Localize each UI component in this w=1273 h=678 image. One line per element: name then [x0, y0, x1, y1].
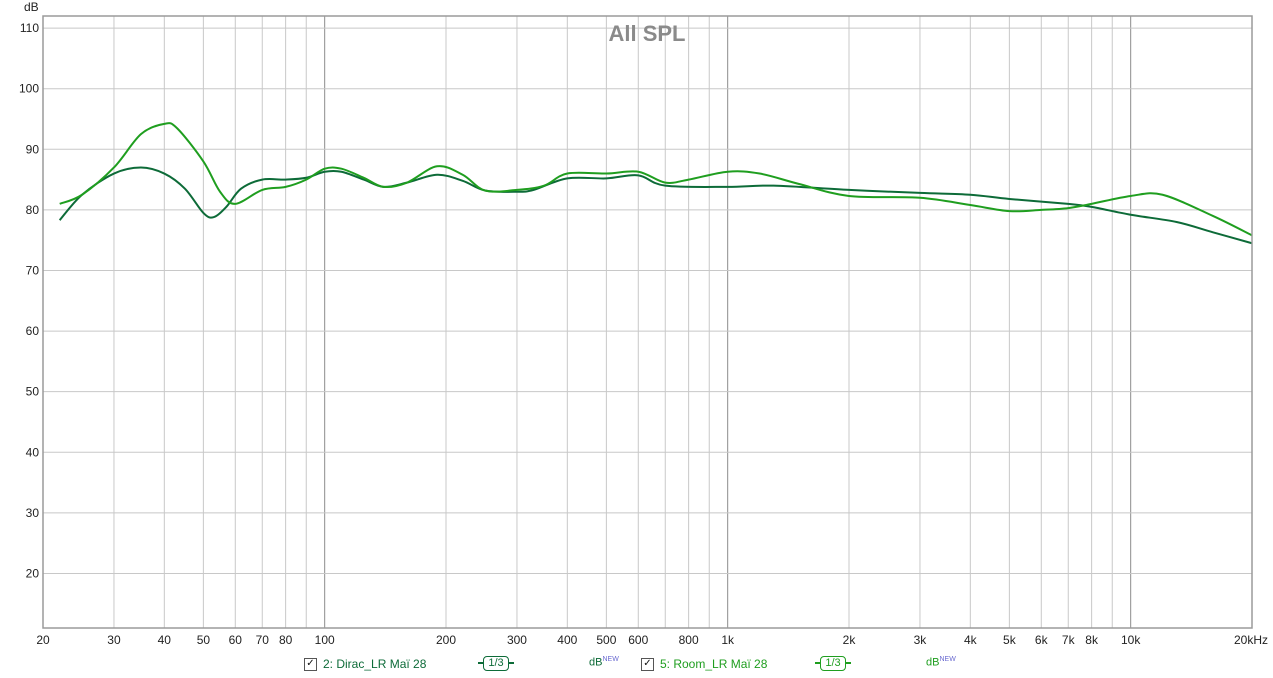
- smoothing-badge-room[interactable]: 1/3: [815, 655, 851, 671]
- x-tick-labels: 20 30 40 50 60 70 80 100 200 300 400 500 600 800 1k 2k 3…: [36, 633, 1268, 647]
- x-tick-label: 100: [315, 633, 335, 647]
- y-tick-label: 70: [26, 263, 40, 277]
- y-tick-label: 30: [26, 506, 40, 520]
- unit-sup-room: NEW: [939, 656, 956, 663]
- x-tick-label: 20: [36, 633, 50, 647]
- x-tick-label: 500: [596, 633, 616, 647]
- series-group: [58, 122, 1253, 245]
- x-tick-label: 70: [256, 633, 270, 647]
- unit-label-dirac[interactable]: dBNEW: [589, 656, 619, 669]
- x-tick-label: 8k: [1085, 633, 1099, 647]
- y-axis-unit: dB: [24, 0, 39, 14]
- smoothing-value-dirac: 1/3: [483, 655, 509, 671]
- legend-item-dirac[interactable]: ✓ 2: Dirac_LR Maï 28: [304, 654, 426, 674]
- smoothing-value-room: 1/3: [820, 655, 846, 671]
- y-tick-label: 60: [26, 324, 40, 338]
- x-tick-label: 3k: [914, 633, 928, 647]
- smoothing-badge-dirac[interactable]: 1/3: [478, 655, 514, 671]
- x-tick-label: 800: [679, 633, 699, 647]
- legend-label-room: 5: Room_LR Maï 28: [660, 657, 768, 671]
- plot-frame: [42, 15, 1253, 629]
- x-tick-label: 400: [557, 633, 577, 647]
- y-tick-label: 40: [26, 445, 40, 459]
- legend-label-dirac: 2: Dirac_LR Maï 28: [323, 657, 427, 671]
- plot-background: [43, 16, 1252, 628]
- y-tick-label: 50: [26, 385, 40, 399]
- grid-lines: [43, 16, 1252, 628]
- x-tick-label: 600: [628, 633, 648, 647]
- x-tick-label: 60: [229, 633, 243, 647]
- x-tick-label: 2k: [843, 633, 857, 647]
- y-tick-label: 90: [26, 142, 40, 156]
- x-tick-label: 200: [436, 633, 456, 647]
- series-line-dirac: [58, 166, 1253, 245]
- legend: ✓ 2: Dirac_LR Maï 28 1/3 dBNEW ✓ 5: Room…: [0, 654, 1273, 674]
- unit-text-dirac: dB: [589, 656, 603, 669]
- y-tick-label: 100: [19, 82, 39, 96]
- x-tick-label: 6k: [1035, 633, 1049, 647]
- x-tick-label: 7k: [1062, 633, 1076, 647]
- checkbox-dirac[interactable]: ✓: [304, 657, 317, 671]
- x-tick-label: 80: [279, 633, 293, 647]
- y-tick-label: 110: [20, 21, 39, 35]
- x-tick-label: 30: [107, 633, 121, 647]
- x-tick-label: 10k: [1121, 633, 1141, 647]
- x-tick-label: 4k: [964, 633, 978, 647]
- series-line-room: [59, 122, 1253, 237]
- x-tick-label: 40: [158, 633, 172, 647]
- spl-chart: 20 30 40 50 60 70 80 90 100 110 20 30 40 50 60 70 80 100…: [19, 0, 1268, 647]
- legend-item-room[interactable]: ✓ 5: Room_LR Maï 28: [641, 654, 767, 674]
- y-tick-labels: 20 30 40 50 60 70 80 90 100 110: [19, 21, 39, 580]
- y-tick-label: 20: [26, 566, 40, 580]
- unit-text-room: dB: [926, 656, 940, 669]
- unit-sup-dirac: NEW: [602, 656, 619, 663]
- x-tick-label: 300: [507, 633, 527, 647]
- x-tick-label: 1k: [721, 633, 735, 647]
- unit-label-room[interactable]: dBNEW: [926, 656, 956, 669]
- x-tick-label: 50: [197, 633, 211, 647]
- x-tick-label: 20kHz: [1234, 633, 1268, 647]
- y-tick-label: 80: [26, 203, 40, 217]
- x-tick-label: 5k: [1003, 633, 1017, 647]
- chart-title: All SPL: [608, 21, 685, 46]
- checkbox-room[interactable]: ✓: [641, 657, 654, 671]
